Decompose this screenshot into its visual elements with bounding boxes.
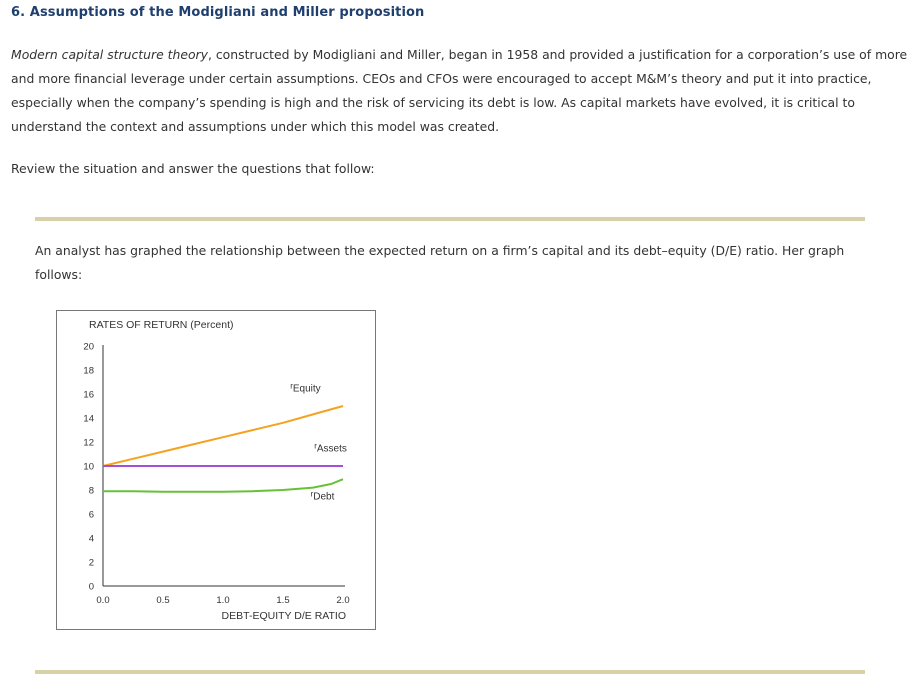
series-label-assets: rAssets	[314, 442, 347, 455]
x-axis-label: DEBT-EQUITY D/E RATIO	[222, 610, 346, 622]
y-tick-label: 18	[83, 366, 94, 377]
series-label-sub: Equity	[293, 384, 321, 395]
intro-paragraph: Modern capital structure theory, constru…	[11, 43, 911, 139]
series-line-debt	[103, 478, 344, 493]
chart-title: RATES OF RETURN (Percent)	[89, 319, 234, 331]
scenario-text: An analyst has graphed the relationship …	[35, 243, 845, 282]
y-tick-label: 0	[89, 582, 94, 593]
y-tick-label: 12	[83, 438, 94, 449]
rates-of-return-chart: RATES OF RETURN (Percent) 0 2 4 6 8 10 12 14 16 1…	[56, 310, 376, 630]
y-tick-label: 4	[89, 534, 94, 545]
y-tick-label: 8	[89, 486, 94, 497]
y-tick-label: 6	[89, 510, 94, 521]
x-tick-label: 0.0	[96, 595, 109, 606]
series-label-r: r	[314, 442, 317, 451]
x-tick-label: 2.0	[336, 595, 349, 606]
series-label-r: r	[290, 382, 293, 391]
review-instruction: Review the situation and answer the ques…	[11, 161, 375, 176]
top-divider	[35, 217, 865, 221]
y-tick-label: 14	[83, 414, 94, 425]
x-tick-label: 0.5	[156, 595, 169, 606]
y-tick-labels: 0 2 4 6 8 10 12 14 16 18 20	[83, 342, 94, 593]
series-label-debt: rDebt	[311, 490, 335, 503]
intro-term: Modern capital structure theory	[11, 47, 208, 62]
intro-text: , constructed by Modigliani and Miller, …	[11, 47, 908, 134]
y-tick-label: 10	[83, 462, 94, 473]
series-label-r: r	[311, 490, 314, 499]
x-tick-labels: 0.0 0.5 1.0 1.5 2.0	[96, 595, 349, 606]
section-title: 6. Assumptions of the Modigliani and Mil…	[11, 5, 425, 20]
x-tick-label: 1.0	[216, 595, 229, 606]
series-label-sub: Assets	[317, 444, 347, 455]
series-label-sub: Debt	[313, 492, 334, 503]
y-tick-label: 16	[83, 390, 94, 401]
series-lines	[102, 405, 344, 493]
chart-svg: RATES OF RETURN (Percent) 0 2 4 6 8 10 12 14 16 1…	[83, 319, 349, 622]
y-tick-label: 2	[89, 558, 94, 569]
x-tick-label: 1.5	[276, 595, 289, 606]
series-label-equity: rEquity	[290, 382, 320, 395]
bottom-divider	[35, 670, 865, 674]
series-line-equity	[102, 405, 344, 467]
y-tick-label: 20	[83, 342, 94, 353]
